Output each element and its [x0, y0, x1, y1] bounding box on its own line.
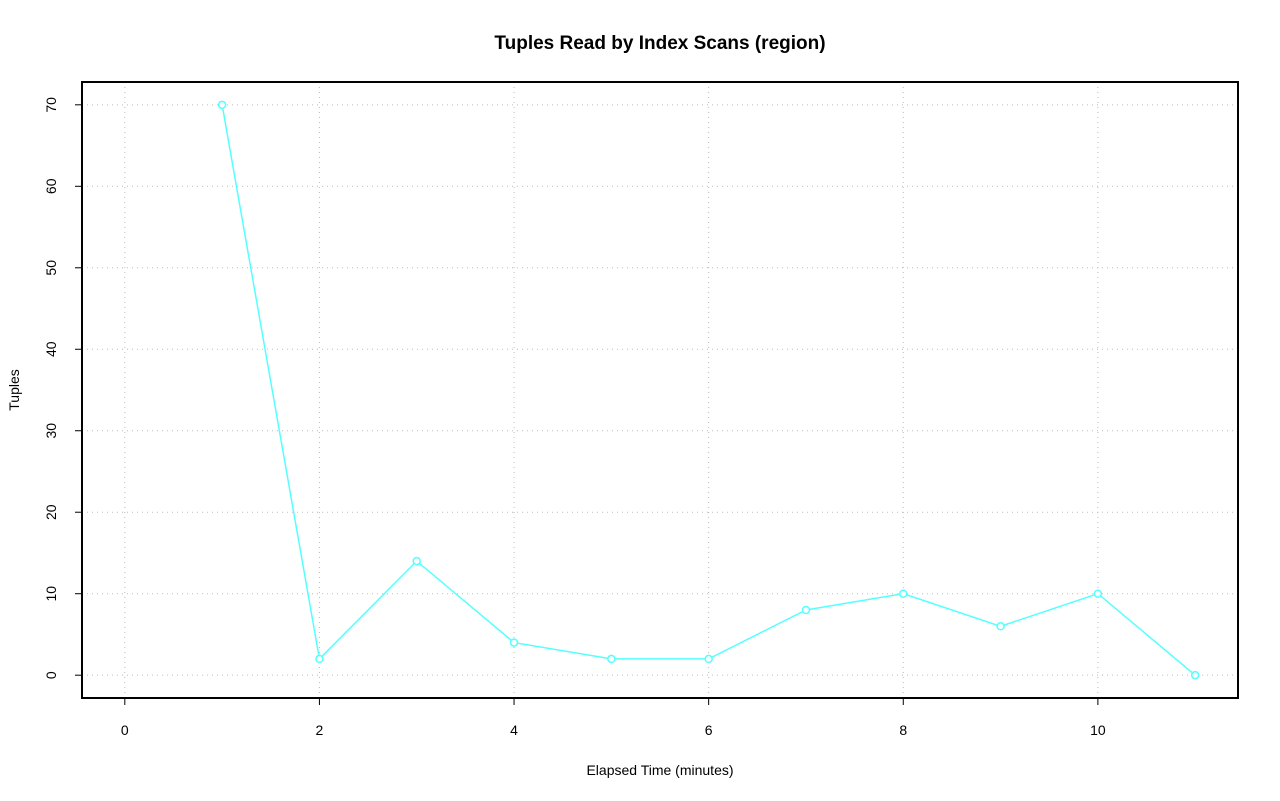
x-axis-label: Elapsed Time (minutes) — [586, 762, 733, 778]
y-axis-label: Tuples — [6, 369, 22, 411]
data-point — [801, 605, 811, 615]
data-point — [1093, 589, 1103, 598]
series-line — [221, 104, 1196, 676]
data-point — [996, 622, 1005, 631]
x-tick-label: 6 — [705, 722, 713, 738]
data-point — [315, 654, 324, 664]
x-tick-label: 2 — [316, 722, 324, 738]
data-point — [412, 556, 421, 566]
y-tick-label: 0 — [43, 671, 59, 679]
data-point — [509, 638, 519, 647]
y-tick-label: 40 — [43, 341, 59, 357]
y-tick-label: 30 — [43, 423, 59, 439]
x-tick-label: 10 — [1090, 722, 1106, 738]
x-tick-label: 4 — [510, 722, 518, 738]
plot-frame — [81, 81, 1239, 699]
data-point — [899, 589, 908, 598]
y-tick-label: 50 — [43, 260, 59, 276]
y-tick-label: 20 — [43, 504, 59, 520]
data-point — [1190, 670, 1200, 680]
y-tick-label: 10 — [43, 586, 59, 602]
data-point — [217, 100, 227, 110]
data-point — [704, 654, 713, 664]
data-point — [607, 654, 616, 664]
y-tick-label: 70 — [43, 97, 59, 113]
y-tick-label: 60 — [43, 178, 59, 194]
x-tick-label: 0 — [121, 722, 129, 738]
x-tick-label: 8 — [899, 722, 907, 738]
chart-title: Tuples Read by Index Scans (region) — [494, 33, 825, 54]
